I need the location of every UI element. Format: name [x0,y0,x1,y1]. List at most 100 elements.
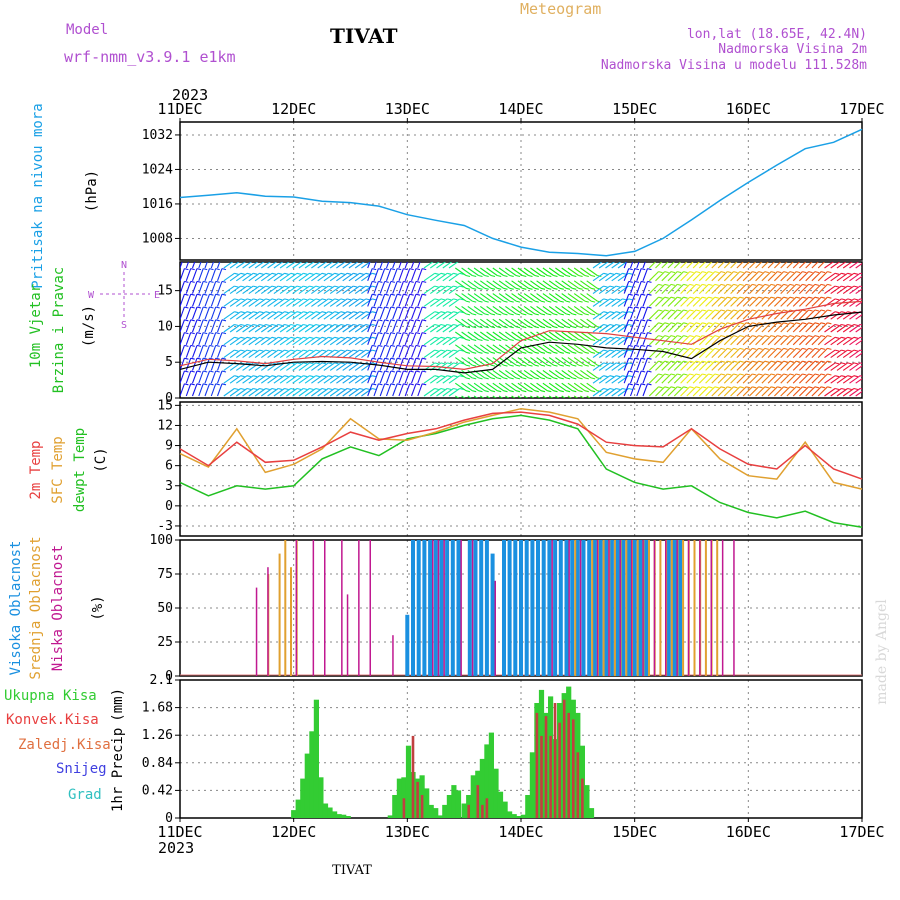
wind-barb [398,306,404,320]
wind-barb-flag [409,268,414,271]
wind-barb [505,382,517,392]
wind-barb-flag [866,286,870,287]
wind-barb-flag [534,390,539,393]
wind-barb [542,382,554,392]
wind-barb [198,306,204,320]
wind-barb [323,324,335,333]
wind-barb [417,294,423,307]
wind-barb-flag [841,285,846,288]
wind-barb-flag [859,336,862,339]
wind-barb-flag [795,386,801,389]
wind-barb [486,318,498,328]
bottom-date-label: 17DEC [839,823,884,841]
wind-barb [342,324,354,333]
wind-barb [180,370,185,384]
wind-barb [774,322,784,333]
wind-barb [298,362,310,371]
wind-barb-flag [378,370,383,373]
wind-barb-flag [670,322,676,325]
wind-barb-flag [553,351,558,354]
wind-barb-flag [565,300,571,303]
wind-barb [761,296,772,307]
wind-barb-flag [783,386,788,389]
model-altitude-line: Nadmorska Visina u modelu 111.528m [601,58,867,73]
wind-barb-flag [770,335,776,338]
wind-barb-flag [847,311,852,314]
wind-barb [705,348,716,358]
wind-barb-flag [353,298,358,301]
wind-barb-flag [814,347,820,350]
top-date-label: 16DEC [726,100,771,118]
wind-barb [523,369,536,379]
wind-barb-flag [622,375,627,378]
wind-barb [567,293,579,302]
wind-barb [836,262,847,269]
credit-text: made by Angel [874,599,890,705]
high-cloud-bar [547,540,552,676]
wind-barb [761,284,772,294]
wind-barb-flag [490,364,496,367]
wind-barb-flag [634,280,640,283]
wind-barb-flag [303,298,308,301]
wind-barb [223,349,235,359]
wind-barb [567,369,579,379]
wind-barb [473,305,486,315]
wind-barb-flag [303,336,308,339]
wind-barb-flag [472,300,477,303]
wind-barb [523,382,536,392]
wind-barb-flag [184,256,188,257]
wind-barb-flag [808,347,813,350]
legend-total: Ukupna Kisa [4,688,97,704]
total-precip-bar [437,815,443,818]
wind-barb [248,272,260,282]
wind-barb [842,262,853,269]
wind-barb-flag [303,272,308,275]
wind-barb-flag [315,272,320,275]
wind-barb [242,272,254,282]
wind-barb [235,349,248,359]
wind-barb [404,306,411,320]
wind-barb-flag [447,375,452,378]
wind-barb-flag [472,338,477,342]
wind-barb [667,348,678,358]
wind-barb-flag [658,322,663,325]
wind-barb [467,357,479,366]
wind-barb [648,284,659,294]
wind-barb-flag [390,370,396,373]
wind-barb-flag [752,271,757,274]
wind-barb-flag [397,319,402,322]
conv-precip-bar [544,716,548,818]
wind-barb [191,281,198,294]
wind-barb-flag [634,344,640,347]
wind-barb [742,322,753,333]
wind-barb-flag [628,323,633,327]
wind-barb-flag [664,335,669,338]
wind-barb [210,383,217,397]
wind-barb-flag [641,319,646,322]
wind-barb-flag [658,283,663,286]
wind-barb-flag [579,404,583,405]
wind-barb [605,262,615,269]
wind-barb-flag [820,283,826,286]
wind-ylabel-1: 10m Vjetar [28,284,44,368]
wind-barb-flag [615,285,621,288]
wind-barb-flag [410,256,414,257]
wind-barb [536,357,548,366]
wind-barb-flag [284,375,289,378]
wind-barb-flag [795,360,801,363]
wind-barb [367,281,373,294]
wind-barb [561,369,573,379]
wind-barb-flag [353,285,358,288]
wind-barb-flag [584,300,589,303]
wind-barb [242,336,254,346]
wind-barb [317,285,329,295]
wind-barb [742,386,753,397]
wind-barb [254,298,267,307]
wind-barb [260,349,273,359]
wind-barb [642,319,649,333]
wind-barb [392,370,398,384]
wind-barb-flag [733,386,738,389]
wind-barb-flag [384,344,389,347]
wind-barb-flag [196,357,202,360]
wind-barb [817,296,828,307]
